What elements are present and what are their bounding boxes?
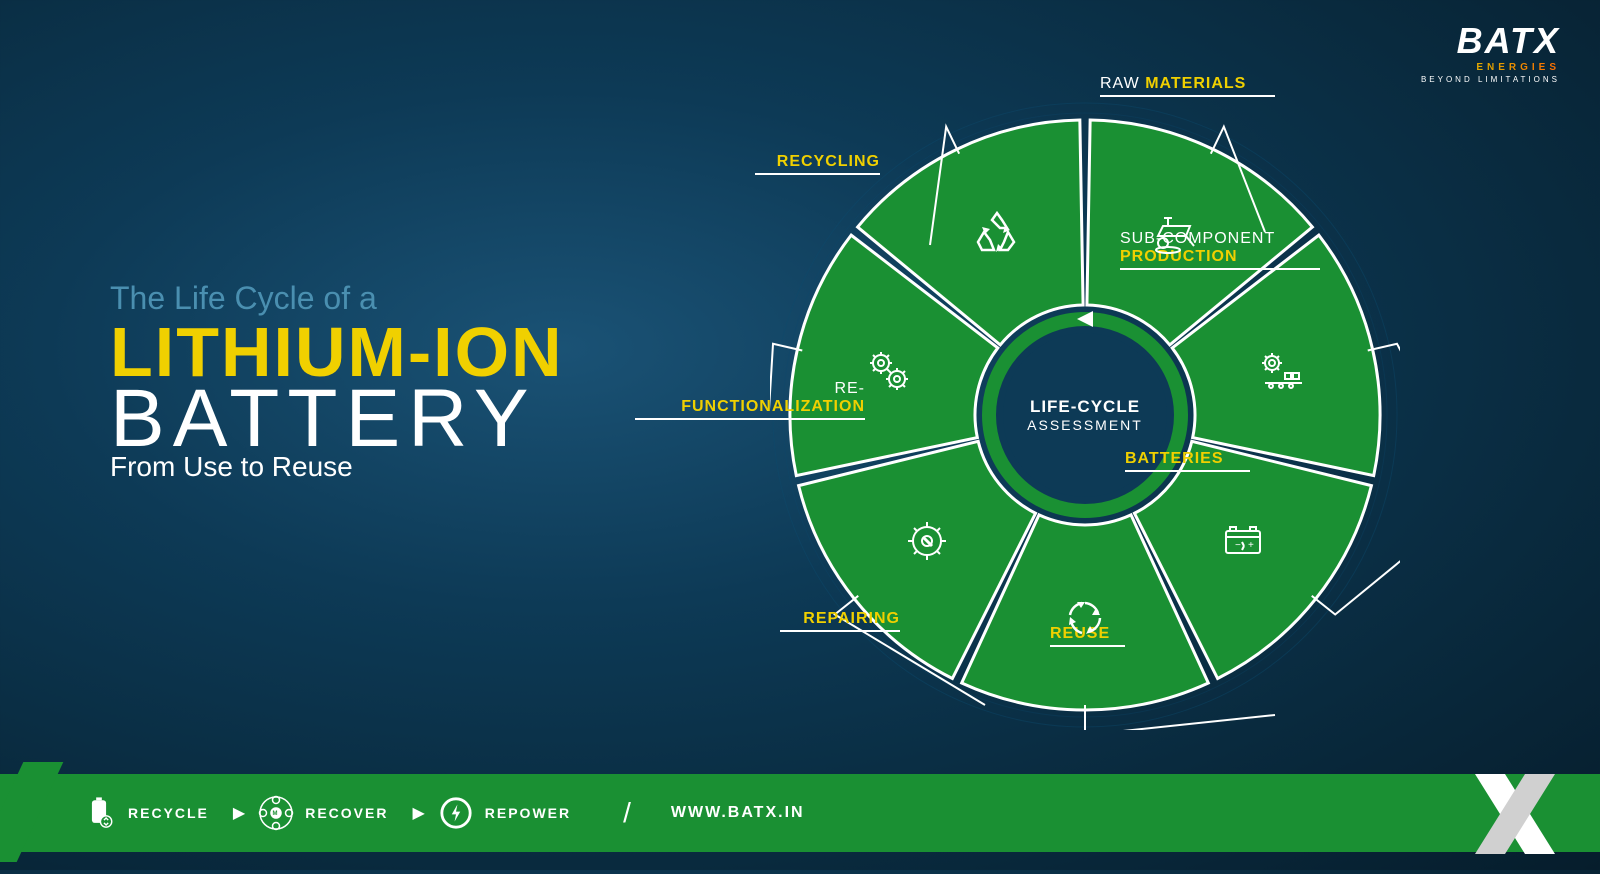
battery-icon: −+ <box>1218 516 1268 566</box>
footer-bar: RECYCLE ▶ M RECOVER ▶ REPOWER / WWW.BATX… <box>0 774 1600 852</box>
segment-label-0: RAW MATERIALS <box>1100 75 1275 97</box>
bolt-icon <box>437 794 475 832</box>
brand-logo: BATX ENERGIES BEYOND LIMITATIONS <box>1421 20 1560 84</box>
factory-icon <box>1257 345 1307 395</box>
center-subtitle: ASSESSMENT <box>1000 417 1170 433</box>
segment-label-4: REPAIRING <box>780 610 900 632</box>
segment-label-5: RE-FUNCTIONALIZATION <box>635 380 865 420</box>
gears-icon <box>863 345 913 395</box>
main-title: The Life Cycle of a LITHIUM-ION BATTERY … <box>110 280 564 483</box>
x-logo-icon <box>1460 759 1570 869</box>
footer-recycle: RECYCLE <box>80 794 209 832</box>
lifecycle-diagram: LIFE-CYCLE ASSESSMENT −+ RAW MATERIALSSU… <box>770 100 1400 730</box>
svg-text:M: M <box>273 811 280 817</box>
logo-tagline: BEYOND LIMITATIONS <box>1421 75 1560 84</box>
elements-icon: M <box>257 794 295 832</box>
segment-label-6: RECYCLING <box>755 153 880 175</box>
logo-main-text: BATX <box>1421 20 1560 62</box>
svg-text:−: − <box>1235 540 1241 551</box>
cycle-icon <box>1060 593 1110 643</box>
footer-repower-label: REPOWER <box>485 805 571 821</box>
footer-recover: M RECOVER <box>257 794 388 832</box>
gear-wrench-icon <box>902 516 952 566</box>
footer-recycle-label: RECYCLE <box>128 805 209 821</box>
recycle-icon <box>972 208 1022 258</box>
svg-text:+: + <box>1248 540 1254 551</box>
footer-recover-label: RECOVER <box>305 805 388 821</box>
divider: / <box>623 797 631 829</box>
footer-url: WWW.BATX.IN <box>671 804 805 822</box>
arrow-icon: ▶ <box>412 803 424 823</box>
footer-repower: REPOWER <box>437 794 571 832</box>
logo-sub-text: ENERGIES <box>1421 62 1560 73</box>
diagram-center: LIFE-CYCLE ASSESSMENT <box>1000 330 1170 500</box>
arrow-icon: ▶ <box>233 803 245 823</box>
center-title: LIFE-CYCLE <box>1000 397 1170 417</box>
wheelbarrow-icon <box>1148 208 1198 258</box>
battery-recycle-icon <box>80 794 118 832</box>
